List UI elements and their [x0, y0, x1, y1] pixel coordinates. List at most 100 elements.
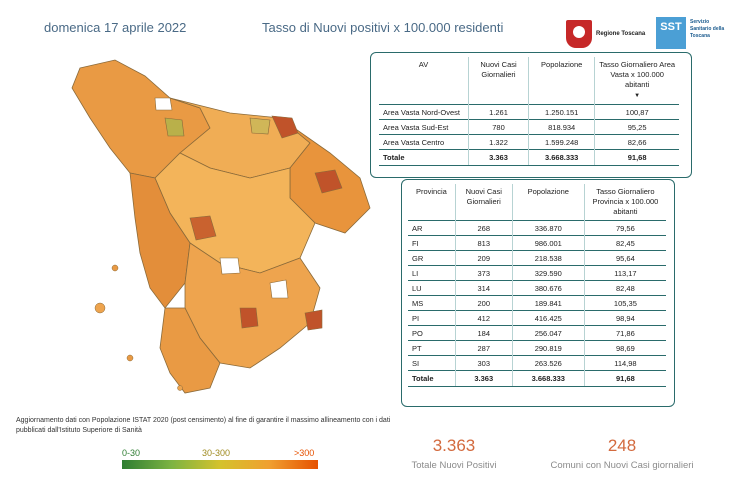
map-no-data-2 [269, 279, 289, 299]
province-pop: 329.590 [511, 265, 585, 281]
map-region-coast [129, 172, 191, 309]
province-name: PT [408, 340, 456, 356]
province-rate: 98,94 [583, 310, 666, 326]
legend-label-high: >300 [294, 448, 315, 458]
kpi-comuni: 248 Comuni con Nuovi Casi giornalieri [540, 436, 704, 471]
col-av[interactable]: AV [418, 60, 429, 69]
av-rate: 95,25 [594, 119, 679, 135]
total-row: Totale 3.363 3.668.333 91,68 [408, 370, 666, 387]
table-row: AR 268 336.870 79,56 [408, 220, 666, 236]
regione-toscana-shield-icon [566, 20, 592, 48]
col-rate[interactable]: Tasso Giornaliero Area Vasta x 100.000 a… [594, 57, 679, 105]
av-pop: 1.599.248 [528, 134, 595, 150]
province-rate: 114,98 [583, 355, 666, 371]
kpi-total-positivi: 3.363 Totale Nuovi Positivi [404, 436, 504, 471]
table-row: PO 184 256.047 71,86 [408, 325, 666, 341]
map-greenish-2 [249, 117, 271, 135]
col-pop[interactable]: Popolazione [511, 184, 585, 221]
tuscany-choropleth-map [71, 59, 371, 394]
table-row: LI 373 329.590 113,17 [408, 265, 666, 281]
table-row: PT 287 290.819 98,69 [408, 340, 666, 356]
province-name: PO [408, 325, 456, 341]
regione-toscana-label: Regione Toscana [596, 31, 646, 37]
province-pop: 380.676 [511, 280, 585, 296]
av-cases: 1.261 [467, 104, 529, 120]
province-name: LI [408, 265, 456, 281]
map-region-southwest [159, 307, 221, 394]
province-cases: 209 [454, 250, 513, 266]
report-date: domenica 17 aprile 2022 [44, 20, 187, 35]
province-table: Provincia Nuovi Casi Giornalieri Popolaz… [401, 179, 675, 407]
legend-labels: 0-30 30-300 >300 [122, 448, 318, 460]
province-name: LU [408, 280, 456, 296]
col-provincia[interactable]: Provincia [415, 187, 447, 196]
province-pop: 263.526 [511, 355, 585, 371]
table-row: Area Vasta Centro 1.322 1.599.248 82,66 [379, 134, 679, 150]
legend-gradient-bar [122, 460, 318, 469]
map-greenish-1 [164, 117, 185, 137]
map-hotspot-5 [304, 309, 323, 331]
province-rate: 79,56 [583, 220, 666, 236]
kpi-label: Totale Nuovi Positivi [411, 460, 497, 471]
province-rate: 71,86 [583, 325, 666, 341]
province-name: FI [408, 235, 456, 251]
map-hotspot-2 [314, 169, 343, 194]
map-hotspot-4 [239, 307, 259, 329]
col-cases[interactable]: Nuovi Casi Giornalieri [467, 57, 529, 105]
province-name: GR [408, 250, 456, 266]
province-pop: 336.870 [511, 220, 585, 236]
sst-logo: SST Servizio Sanitario della Toscana [656, 17, 726, 51]
province-cases: 412 [454, 310, 513, 326]
av-total-cases: 3.363 [467, 149, 529, 166]
map-hotspot-1 [271, 115, 299, 139]
total-row: Totale 3.363 3.668.333 91,68 [379, 149, 679, 166]
av-name: Area Vasta Centro [379, 134, 469, 150]
kpi-label: Comuni con Nuovi Casi giornalieri [550, 460, 694, 471]
province-name: MS [408, 295, 456, 311]
province-pop: 416.425 [511, 310, 585, 326]
col-cases[interactable]: Nuovi Casi Giornalieri [454, 184, 513, 221]
map-no-data-3 [154, 97, 173, 111]
col-rate[interactable]: Tasso Giornaliero Provincia x 100.000 ab… [583, 184, 666, 221]
province-grid: Provincia Nuovi Casi Giornalieri Popolaz… [408, 184, 666, 387]
province-rate: 82,45 [583, 235, 666, 251]
av-name: Area Vasta Nord-Ovest [379, 104, 469, 120]
map-island-4 [177, 385, 183, 391]
av-total-rate: 91,68 [594, 149, 679, 166]
av-total-pop: 3.668.333 [528, 149, 595, 166]
col-rate-label: Tasso Giornaliero Area Vasta x 100.000 a… [599, 60, 676, 89]
province-cases: 268 [454, 220, 513, 236]
av-cases: 780 [467, 119, 529, 135]
area-vasta-table: AV Nuovi Casi Giornalieri Popolazione Ta… [370, 52, 692, 178]
av-name: Area Vasta Sud-Est [379, 119, 469, 135]
table-row: LU 314 380.676 82,48 [408, 280, 666, 296]
table-row: PI 412 416.425 98,94 [408, 310, 666, 326]
province-rate: 98,69 [583, 340, 666, 356]
av-pop: 818.934 [528, 119, 595, 135]
area-vasta-grid: AV Nuovi Casi Giornalieri Popolazione Ta… [379, 57, 679, 166]
map-hotspot-3 [189, 215, 217, 241]
regione-toscana-logo: Regione Toscana [566, 20, 646, 50]
province-cases: 314 [454, 280, 513, 296]
province-name: PI [408, 310, 456, 326]
province-name: AR [408, 220, 456, 236]
table-row: Area Vasta Sud-Est 780 818.934 95,25 [379, 119, 679, 135]
map-no-data-1 [219, 257, 241, 275]
table-row: SI 303 263.526 114,98 [408, 355, 666, 371]
province-pop: 256.047 [511, 325, 585, 341]
table-row: GR 209 218.538 95,64 [408, 250, 666, 266]
av-rate: 100,87 [594, 104, 679, 120]
data-update-note: Aggiornamento dati con Popolazione ISTAT… [16, 417, 391, 434]
province-rate: 105,35 [583, 295, 666, 311]
province-cases: 287 [454, 340, 513, 356]
av-rate: 82,66 [594, 134, 679, 150]
legend-label-mid: 30-300 [202, 448, 231, 458]
map-island-3 [126, 354, 134, 362]
col-pop[interactable]: Popolazione [528, 57, 595, 105]
sort-down-icon[interactable]: ▼ [634, 93, 641, 99]
table-row: Area Vasta Nord-Ovest 1.261 1.250.151 10… [379, 104, 679, 120]
sst-label: Servizio Sanitario della Toscana [690, 19, 725, 39]
province-rate: 113,17 [583, 265, 666, 281]
sst-badge: SST [656, 17, 686, 49]
page-title: Tasso di Nuovi positivi x 100.000 reside… [262, 20, 504, 35]
